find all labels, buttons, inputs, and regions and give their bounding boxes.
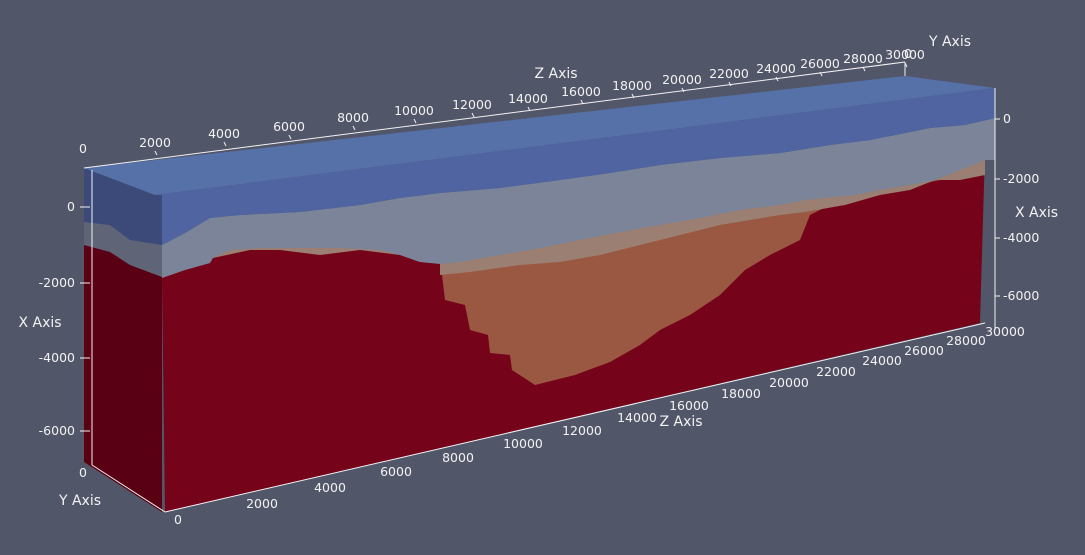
z-axis-bottom-tick-label: 22000: [816, 364, 856, 379]
tick-mark: [223, 141, 227, 147]
x-axis-left-tick-label: -6000: [39, 423, 75, 438]
y-axis-left-title: Y Axis: [58, 493, 101, 509]
origin-top-label: 0: [79, 141, 87, 156]
tick-mark: [288, 134, 292, 140]
tick-mark: [862, 66, 866, 72]
front-grey: [162, 118, 995, 278]
x-axis-right-tick-label: -2000: [1003, 171, 1039, 186]
z-axis-top-tick-label: 8000: [337, 110, 369, 125]
x-axis-right-tick-label: 0: [1003, 111, 1011, 126]
z-axis-top-tick-label: 10000: [394, 103, 434, 118]
tick-mark: [413, 118, 417, 124]
z-axis-top-tick-label: 24000: [756, 61, 796, 76]
tick-mark: [580, 99, 584, 105]
tick-mark: [681, 87, 685, 93]
left-face: [84, 168, 162, 512]
z-axis-bottom-tick-label: 12000: [562, 423, 602, 438]
x-axis-right-title: X Axis: [1015, 205, 1058, 221]
z-axis-top-tick-label: 30000: [885, 47, 925, 62]
x-axis-left-tick-label: 0: [67, 199, 75, 214]
z-axis-bottom-tick-label: 4000: [314, 480, 346, 495]
left-face-top: [84, 168, 162, 245]
z-axis-bottom-tick-label: 26000: [904, 343, 944, 358]
top-face: [84, 76, 995, 195]
z-axis-top-tick-label: 14000: [508, 91, 548, 106]
z-axis-bottom-tick-label: 10000: [503, 436, 543, 451]
z-axis-bottom-tick-label: 24000: [862, 353, 902, 368]
tick-mark: [904, 62, 908, 68]
z-axis-bottom-tick-label: 18000: [721, 386, 761, 401]
origin-bottom-label: 0: [174, 512, 182, 527]
tick-mark: [775, 76, 779, 82]
z-axis-top-tick-label: 26000: [800, 56, 840, 71]
z-axis-top-tick-label: 2000: [139, 135, 171, 150]
tick-mark: [631, 93, 635, 99]
z-axis-bottom-tick-label: 30000: [985, 324, 1025, 339]
z-axis-bottom-tick-label: 16000: [669, 398, 709, 413]
z-axis-top-tick-label: 22000: [709, 66, 749, 81]
y-axis-top-tick-label: 0: [904, 46, 912, 61]
tick-mark: [819, 71, 823, 77]
z-axis-bottom-tick-label: 14000: [617, 410, 657, 425]
z-axis-top-tick-label: 12000: [452, 97, 492, 112]
left-face-basement: [84, 245, 162, 512]
z-axis-bottom-tick-label: 28000: [946, 333, 986, 348]
z-axis-bottom-tick-label: 2000: [246, 496, 278, 511]
front-face: [155, 88, 995, 512]
left-face-grey: [84, 222, 162, 277]
y-axis-top-title: Y Axis: [928, 34, 971, 50]
tick-mark: [352, 125, 356, 131]
z-axis-top-title: Z Axis: [534, 66, 577, 82]
z-axis-bottom-title: Z Axis: [659, 414, 702, 430]
z-axis-top-tick-label: 18000: [612, 78, 652, 93]
z-axis-top-tick-label: 28000: [843, 51, 883, 66]
x-axis-right-tick-label: -4000: [1003, 230, 1039, 245]
x-axis-left-tick-label: -2000: [39, 275, 75, 290]
z-axis-bottom-tick-label: 20000: [769, 375, 809, 390]
z-axis-top-tick-label: 16000: [561, 84, 601, 99]
x-axis-left-tick-label: -4000: [39, 350, 75, 365]
z-axis-bottom-tick-label: 6000: [380, 464, 412, 479]
axes-grid: [83, 61, 996, 513]
z-axis-top-tick-label: 4000: [208, 126, 240, 141]
z-axis-top-tick-label: 6000: [273, 119, 305, 134]
tick-mark: [471, 112, 475, 118]
x-axis-right-tick-label: -6000: [1003, 288, 1039, 303]
x-axis-left-title: X Axis: [18, 315, 61, 331]
y-axis-left-tick-label: 0: [79, 465, 87, 480]
tick-mark: [527, 106, 531, 112]
z-axis-top-tick-label: 20000: [662, 72, 702, 87]
z-axis-bottom-tick-label: 8000: [442, 450, 474, 465]
tick-mark: [728, 81, 732, 87]
front-top: [155, 88, 995, 245]
tick-mark: [154, 150, 158, 156]
